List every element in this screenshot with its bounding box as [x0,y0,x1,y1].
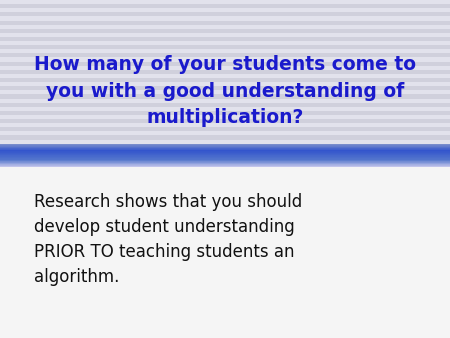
Bar [0,154,450,155]
Bar [0,159,450,160]
Bar [0,82,450,86]
Bar [0,148,450,149]
Bar [0,144,450,338]
Bar [0,158,450,159]
Bar [0,21,450,25]
Bar [0,66,450,70]
Bar [0,12,450,17]
Bar [0,70,450,74]
Bar [0,160,450,161]
Bar [0,103,450,107]
Bar [0,119,450,123]
Bar [0,163,450,164]
Bar [0,146,450,147]
Bar [0,144,450,145]
Bar [0,111,450,115]
Bar [0,127,450,131]
Bar [0,161,450,162]
Bar [0,74,450,78]
Bar [0,161,450,162]
Bar [0,33,450,37]
Bar [0,157,450,158]
Bar [0,98,450,103]
Bar [0,41,450,45]
Bar [0,0,450,4]
Bar [0,53,450,57]
Bar [0,162,450,163]
Bar [0,90,450,94]
Bar [0,57,450,62]
Bar [0,25,450,29]
Bar [0,123,450,127]
Bar [0,17,450,21]
Bar [0,153,450,154]
Bar [0,131,450,136]
Bar [0,152,450,153]
Bar [0,78,450,82]
Bar [0,164,450,165]
Bar [0,147,450,148]
Bar [0,94,450,98]
Bar [0,156,450,157]
Bar [0,29,450,33]
Bar [0,37,450,41]
Bar [0,155,450,156]
Bar [0,165,450,166]
Bar [0,115,450,119]
Bar [0,62,450,66]
Text: How many of your students come to
you with a good understanding of
multiplicatio: How many of your students come to you wi… [34,55,416,127]
Bar [0,45,450,49]
Bar [0,150,450,151]
Bar [0,107,450,111]
Bar [0,86,450,90]
Bar [0,4,450,8]
Bar [0,166,450,167]
Bar [0,49,450,53]
Bar [0,136,450,140]
Bar [0,8,450,12]
Bar [0,156,450,157]
Bar [0,145,450,146]
Bar [0,140,450,144]
Text: Research shows that you should
develop student understanding
PRIOR TO teaching s: Research shows that you should develop s… [34,193,302,286]
Bar [0,151,450,152]
